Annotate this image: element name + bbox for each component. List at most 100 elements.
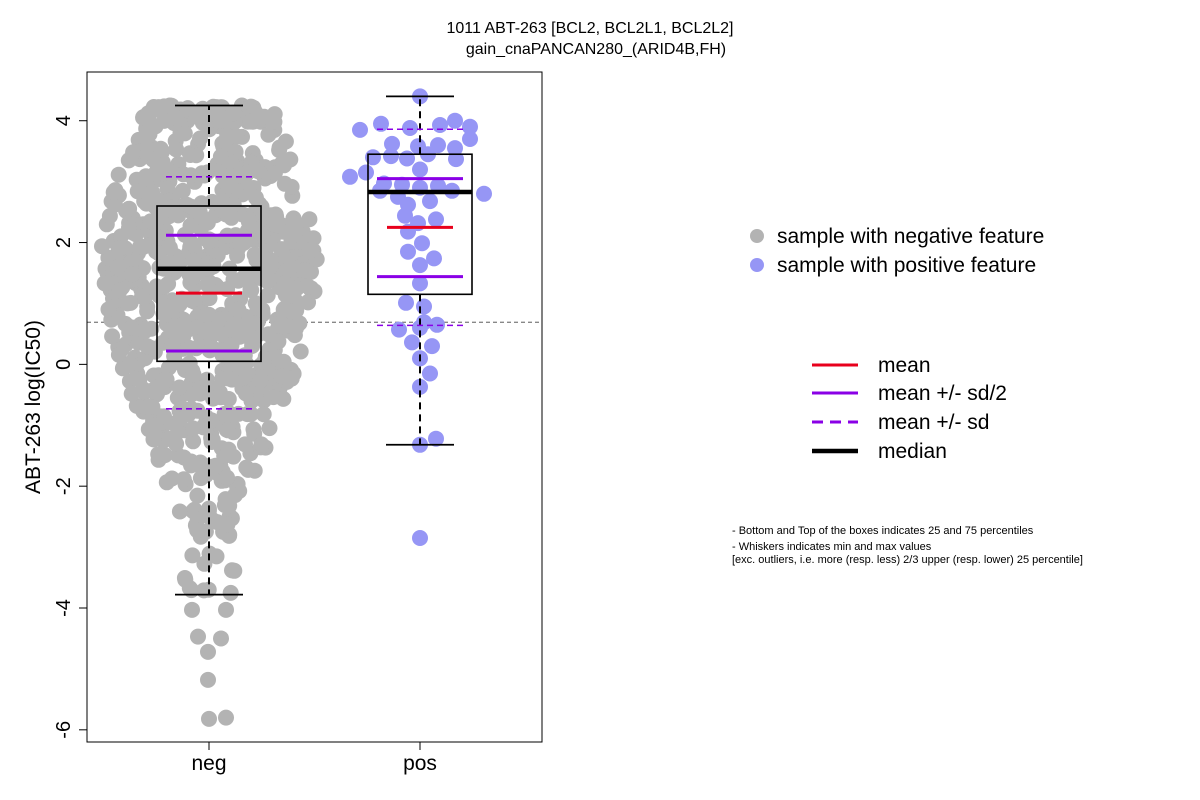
neg-point — [255, 406, 272, 423]
neg-point — [145, 417, 161, 434]
neg-point — [183, 292, 200, 309]
neg-point — [110, 346, 127, 363]
neg-point — [175, 166, 192, 183]
neg-point — [279, 317, 296, 334]
note-line: - Whiskers indicates min and max values — [732, 541, 932, 553]
legend-point-marker — [750, 258, 764, 272]
neg-point — [259, 287, 276, 304]
pos-point — [402, 120, 418, 136]
neg-point — [155, 279, 172, 295]
y-tick-label: 4 — [53, 115, 75, 126]
neg-point — [303, 241, 320, 258]
neg-point — [240, 461, 257, 478]
neg-point — [139, 303, 156, 320]
pos-point — [426, 250, 442, 267]
pos-point — [448, 151, 464, 168]
neg-outlier-point — [200, 671, 216, 688]
neg-point — [122, 294, 139, 311]
neg-point — [220, 178, 237, 195]
pos-point — [358, 164, 374, 181]
neg-point — [161, 97, 178, 114]
neg-point — [288, 302, 305, 319]
x-tick-label: pos — [403, 752, 437, 775]
neg-point — [237, 436, 253, 453]
pos-point — [412, 275, 428, 292]
pos-point — [365, 149, 381, 166]
neg-point — [203, 434, 220, 450]
legend-line-label: mean — [878, 354, 931, 377]
iqr-box — [367, 153, 473, 296]
neg-point — [243, 282, 260, 299]
neg-point — [211, 311, 227, 328]
neg-point — [282, 370, 299, 387]
neg-point — [135, 381, 152, 398]
legend: sample with negative feature sample with … — [750, 225, 1044, 463]
neg-point — [226, 562, 243, 579]
neg-point — [110, 166, 127, 183]
neg-point — [96, 275, 113, 292]
neg-point — [94, 238, 110, 255]
neg-point — [172, 411, 189, 428]
legend-line-label: mean +/- sd/2 — [878, 382, 1007, 405]
neg-point — [105, 184, 122, 201]
neg-point — [182, 147, 199, 163]
neg-point — [192, 130, 208, 147]
neg-point — [296, 262, 313, 279]
neg-point — [220, 408, 237, 425]
neg-point — [259, 251, 276, 268]
boxplot-neg — [156, 104, 262, 596]
neg-point — [283, 178, 300, 195]
y-tick-label: 0 — [53, 359, 75, 370]
neg-point — [230, 301, 247, 318]
neg-point — [168, 110, 185, 127]
neg-point — [109, 258, 126, 275]
y-tick-label: 2 — [53, 237, 75, 248]
neg-point — [203, 412, 220, 429]
pos-point — [414, 235, 430, 252]
neg-point — [199, 276, 216, 293]
note-line: - Bottom and Top of the boxes indicates … — [732, 525, 1034, 537]
neg-outlier-point — [213, 630, 229, 647]
neg-point — [236, 368, 253, 384]
neg-point — [284, 227, 301, 244]
neg-point — [205, 258, 222, 275]
neg-point — [237, 385, 254, 402]
neg-point — [125, 144, 142, 161]
neg-outlier-point — [184, 601, 200, 618]
neg-point — [219, 469, 235, 486]
neg-point — [208, 548, 225, 565]
y-tick-label: -2 — [53, 477, 75, 495]
neg-point — [156, 112, 173, 129]
pos-point — [476, 185, 492, 202]
pos-point — [391, 321, 407, 338]
pos-points — [342, 88, 492, 546]
chart-title: 1011 ABT-263 [BCL2, BCL2L1, BCL2L2] — [446, 20, 733, 37]
neg-point — [171, 379, 188, 396]
neg-point — [220, 370, 237, 387]
neg-point — [174, 182, 191, 199]
pos-point — [352, 121, 368, 138]
neg-point — [271, 142, 288, 159]
neg-point — [185, 252, 202, 269]
neg-point — [252, 372, 269, 389]
neg-outlier-point — [218, 601, 234, 618]
neg-point — [177, 571, 194, 588]
neg-point — [167, 354, 184, 371]
neg-point — [145, 431, 162, 448]
legend-line-label: median — [878, 440, 947, 463]
neg-point — [212, 389, 229, 406]
legend-point-marker — [750, 229, 764, 243]
pos-point — [422, 193, 438, 210]
legend-line-label: mean +/- sd — [878, 411, 989, 434]
y-tick-label: -6 — [53, 721, 75, 739]
pos-point — [432, 117, 448, 133]
neg-outlier-point — [190, 628, 206, 645]
neg-point — [176, 125, 193, 142]
legend-point-label: sample with positive feature — [777, 254, 1036, 277]
neg-point — [183, 457, 200, 474]
pos-point — [462, 131, 478, 147]
pos-point — [400, 243, 416, 260]
neg-point — [136, 323, 153, 340]
pos-point — [422, 365, 438, 382]
